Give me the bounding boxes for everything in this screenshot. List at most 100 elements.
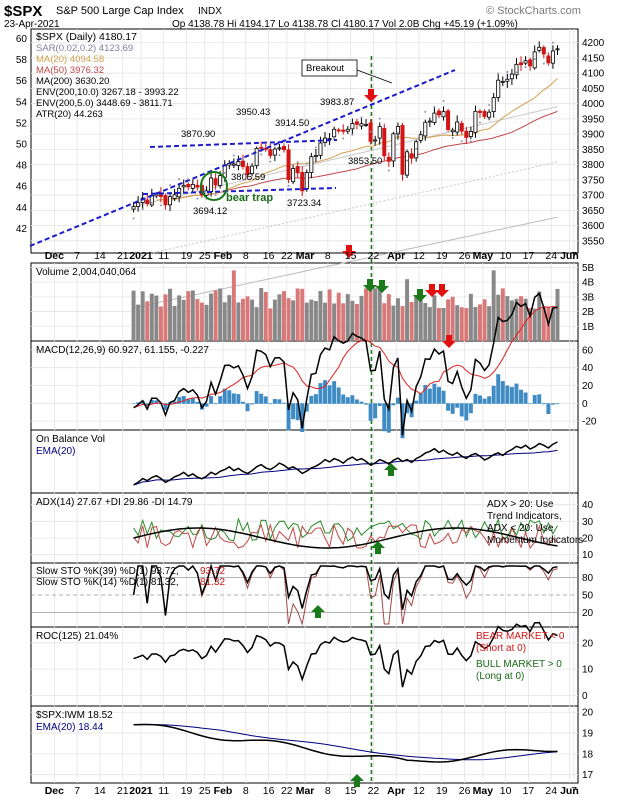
- macd-histogram-bar: [186, 399, 191, 404]
- y-tick-right: 3B: [582, 292, 595, 303]
- macd-histogram-bar: [190, 398, 195, 404]
- volume-bar: [286, 298, 291, 341]
- sar-dot: [241, 158, 244, 161]
- sar-dot: [296, 161, 299, 164]
- macd-histogram-bar: [204, 403, 209, 407]
- y-tick-right: 10: [582, 550, 594, 561]
- candle-body: [268, 149, 273, 156]
- candle-body: [500, 81, 505, 83]
- candle-body: [231, 163, 236, 166]
- macd-histogram-bar: [382, 403, 387, 432]
- sar-dot: [442, 99, 445, 102]
- sar-dot: [278, 154, 281, 157]
- y-tick-right: 20: [582, 534, 594, 545]
- ratio-line: [133, 723, 558, 763]
- macd-histogram-bar: [391, 403, 396, 406]
- obv-legend-entry: EMA(20): [36, 446, 75, 457]
- price-annotation: 3870.90: [181, 129, 215, 140]
- macd-histogram-bar: [268, 403, 273, 405]
- candle-body: [318, 142, 323, 156]
- volume-bar: [259, 288, 264, 341]
- y-tick-right: 0: [582, 691, 588, 702]
- macd-histogram-bar: [354, 399, 359, 404]
- bear-trap-label: bear trap: [226, 192, 273, 204]
- volume-arrow-red: [435, 284, 449, 297]
- macd-histogram-bar: [163, 403, 168, 411]
- macd-histogram-bar: [327, 385, 332, 404]
- macd-histogram-bar: [468, 403, 473, 414]
- minus-di-line: [133, 523, 558, 550]
- volume-bar: [373, 288, 378, 341]
- candle-body: [464, 130, 469, 138]
- macd-histogram-bar: [145, 403, 150, 406]
- sar-dot: [132, 217, 135, 220]
- volume-bar: [487, 306, 492, 341]
- price-annotation: 3723.34: [287, 198, 321, 209]
- candle-body: [455, 121, 460, 133]
- chart-text: DecDec771414212120212021111119192525FebF…: [16, 31, 605, 797]
- brand-logo[interactable]: © StockCharts.com: [486, 5, 581, 17]
- volume-bar: [555, 288, 560, 341]
- candle-body: [496, 79, 501, 98]
- y-tick-right: 19: [582, 729, 594, 740]
- x-axis-label: May: [473, 250, 494, 262]
- y-tick-right: 18: [582, 749, 594, 760]
- x-axis-label: 25: [199, 785, 211, 797]
- price-annotation: 3914.50: [275, 118, 309, 129]
- candle-body: [509, 73, 514, 80]
- volume-bar: [364, 288, 369, 341]
- ratio-title: $SPX:IWM 18.52: [36, 710, 113, 721]
- panel-frames: [30, 28, 579, 784]
- macd-histogram-bar: [464, 403, 469, 421]
- x-axis-label: 26: [459, 785, 471, 797]
- candle-body: [304, 172, 309, 190]
- candle-body: [332, 128, 337, 138]
- volume-bar: [272, 299, 277, 341]
- breakout-box: [301, 59, 358, 77]
- env-upper-10-line: [133, 106, 558, 207]
- price-annotation: 3853.50: [348, 156, 382, 167]
- y-tick-left: 48: [16, 161, 28, 172]
- macd-signal-line: [133, 305, 558, 409]
- ratio-legend-entry: EMA(20) 18.44: [36, 722, 104, 733]
- candle-body: [186, 183, 191, 188]
- y-tick-right: 3700: [582, 191, 605, 202]
- macd-histogram-bar: [250, 403, 255, 405]
- y-tick-right: 3550: [582, 236, 605, 247]
- volume-bar: [455, 305, 460, 341]
- slow-sto-39-line: [132, 563, 558, 616]
- candle-body: [436, 110, 441, 116]
- volume-bar: [550, 307, 555, 341]
- volume-bar: [505, 296, 510, 341]
- volume-bar: [354, 303, 359, 341]
- y-tick-right: 3650: [582, 206, 605, 217]
- x-axis-label: 24: [545, 785, 557, 797]
- macd-histogram-bar: [359, 401, 364, 404]
- volume-bar: [359, 295, 364, 341]
- y-tick-right: 20: [582, 708, 594, 719]
- macd-histogram-bar: [377, 403, 382, 407]
- volume-bar: [168, 288, 173, 341]
- macd-histogram-bar: [323, 380, 327, 404]
- volume-bar: [450, 296, 455, 341]
- volume-bar: [478, 304, 482, 341]
- candle-body: [382, 127, 387, 157]
- macd-histogram-bar: [300, 403, 305, 433]
- obv-title: On Balance Vol: [36, 434, 105, 445]
- sto-value-1: 93.72: [200, 566, 225, 577]
- macd-histogram-bar: [236, 394, 241, 404]
- sar-dot: [533, 58, 536, 61]
- sar-dot: [351, 133, 354, 136]
- macd-histogram-bar: [245, 403, 250, 412]
- candle-body: [541, 47, 546, 55]
- macd-histogram-bar: [181, 395, 186, 404]
- obv-ema-line: [133, 449, 558, 486]
- volume-bar: [427, 307, 432, 341]
- macd-histogram-bar: [309, 395, 314, 404]
- volume-bar: [190, 290, 195, 341]
- macd-histogram-bar: [405, 403, 410, 414]
- macd-histogram-bar: [318, 383, 323, 404]
- y-tick-right: 4100: [582, 69, 605, 80]
- candle-body: [236, 161, 241, 167]
- macd-histogram-bar: [240, 401, 245, 404]
